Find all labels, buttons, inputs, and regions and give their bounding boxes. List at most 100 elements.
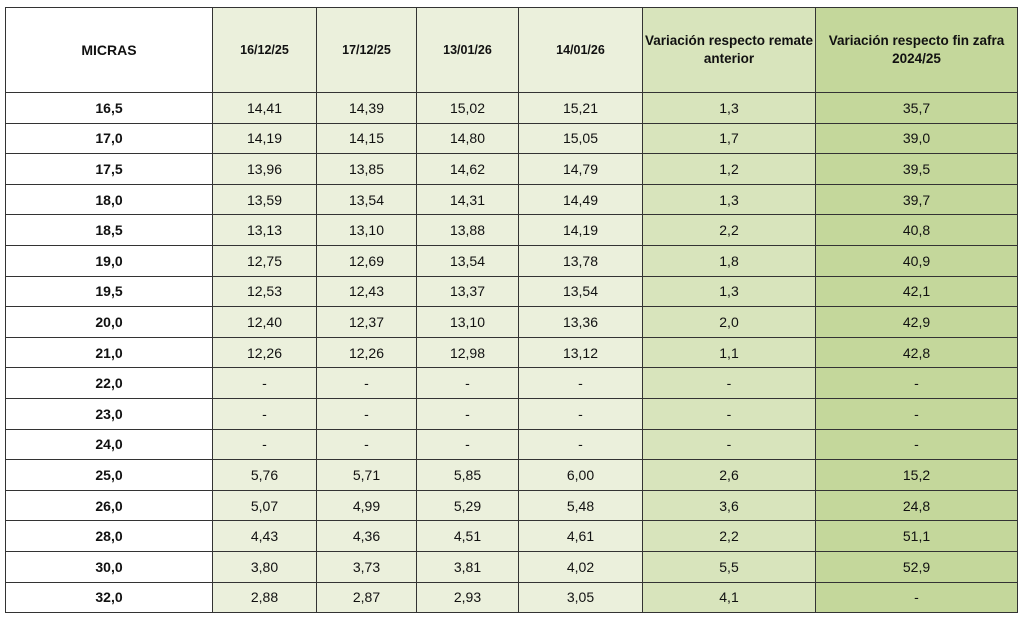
variation-season-cell: - (815, 367, 1018, 399)
date-1-cell: 5,07 (212, 489, 317, 522)
table-row: 28,0 4,43 4,36 4,51 4,61 2,2 51,1 (5, 520, 1018, 552)
date-3-cell: - (416, 428, 519, 461)
date-3-cell: 14,80 (416, 122, 519, 155)
table-row: 18,5 13,13 13,10 13,88 14,19 2,2 40,8 (5, 214, 1018, 246)
table-row: 25,0 5,76 5,71 5,85 6,00 2,6 15,2 (5, 459, 1018, 491)
table-row: 21,0 12,26 12,26 12,98 13,12 1,1 42,8 (5, 336, 1018, 369)
date-1-cell: 14,19 (212, 122, 317, 155)
date-1-cell: 13,96 (212, 153, 317, 185)
date-4-cell: 13,36 (518, 306, 643, 338)
variation-season-cell: 35,7 (815, 92, 1018, 124)
variation-previous-cell: 3,6 (642, 489, 816, 522)
date-4-cell: 13,78 (518, 244, 643, 277)
header-micras: MICRAS (5, 7, 213, 93)
date-3-cell: 13,37 (416, 275, 519, 308)
date-2-cell: 12,26 (316, 336, 417, 369)
variation-season-cell: 42,1 (815, 275, 1018, 308)
date-1-cell: - (212, 397, 317, 430)
table-row: 19,0 12,75 12,69 13,54 13,78 1,8 40,9 (5, 244, 1018, 277)
date-2-cell: 13,85 (316, 153, 417, 185)
variation-previous-cell: 2,2 (642, 214, 816, 246)
table-row: 30,0 3,80 3,73 3,81 4,02 5,5 52,9 (5, 550, 1018, 583)
date-4-cell: 6,00 (518, 459, 643, 491)
date-3-cell: 14,62 (416, 153, 519, 185)
variation-previous-cell: 1,2 (642, 153, 816, 185)
variation-previous-cell: 1,3 (642, 183, 816, 216)
variation-previous-cell: 5,5 (642, 550, 816, 583)
header-date-1: 16/12/25 (212, 7, 317, 93)
variation-previous-cell: 2,0 (642, 306, 816, 338)
variation-previous-cell: 2,2 (642, 520, 816, 552)
date-2-cell: - (316, 397, 417, 430)
variation-previous-cell: - (642, 367, 816, 399)
micras-cell: 18,0 (5, 183, 213, 216)
date-4-cell: 13,12 (518, 336, 643, 369)
micras-cell: 22,0 (5, 367, 213, 399)
variation-season-cell: 42,8 (815, 336, 1018, 369)
variation-previous-cell: 1,7 (642, 122, 816, 155)
date-2-cell: 5,71 (316, 459, 417, 491)
date-2-cell: 13,10 (316, 214, 417, 246)
table-row: 26,0 5,07 4,99 5,29 5,48 3,6 24,8 (5, 489, 1018, 522)
micras-cell: 32,0 (5, 581, 213, 614)
date-1-cell: 13,13 (212, 214, 317, 246)
date-2-cell: 3,73 (316, 550, 417, 583)
variation-previous-cell: 4,1 (642, 581, 816, 614)
date-1-cell: 5,76 (212, 459, 317, 491)
date-4-cell: 5,48 (518, 489, 643, 522)
variation-season-cell: 24,8 (815, 489, 1018, 522)
variation-season-cell: 15,2 (815, 459, 1018, 491)
table-row: 19,5 12,53 12,43 13,37 13,54 1,3 42,1 (5, 275, 1018, 308)
variation-season-cell: 40,9 (815, 244, 1018, 277)
micras-cell: 18,5 (5, 214, 213, 246)
date-4-cell: - (518, 428, 643, 461)
variation-season-cell: - (815, 428, 1018, 461)
micras-cell: 19,5 (5, 275, 213, 308)
date-2-cell: 12,69 (316, 244, 417, 277)
date-4-cell: 4,02 (518, 550, 643, 583)
date-2-cell: - (316, 428, 417, 461)
table-row: 17,0 14,19 14,15 14,80 15,05 1,7 39,0 (5, 122, 1018, 155)
date-2-cell: 14,39 (316, 92, 417, 124)
micras-cell: 24,0 (5, 428, 213, 461)
table-row: 20,0 12,40 12,37 13,10 13,36 2,0 42,9 (5, 306, 1018, 338)
date-3-cell: 14,31 (416, 183, 519, 216)
variation-season-cell: 42,9 (815, 306, 1018, 338)
date-2-cell: 4,99 (316, 489, 417, 522)
variation-season-cell: 39,7 (815, 183, 1018, 216)
micras-cell: 17,5 (5, 153, 213, 185)
header-variation-previous: Variación respecto remate anterior (642, 7, 816, 93)
variation-previous-cell: 2,6 (642, 459, 816, 491)
date-2-cell: 4,36 (316, 520, 417, 552)
date-1-cell: 12,40 (212, 306, 317, 338)
variation-previous-cell: 1,1 (642, 336, 816, 369)
variation-season-cell: 40,8 (815, 214, 1018, 246)
variation-previous-cell: 1,3 (642, 275, 816, 308)
micras-cell: 17,0 (5, 122, 213, 155)
date-3-cell: 3,81 (416, 550, 519, 583)
date-3-cell: 13,88 (416, 214, 519, 246)
date-2-cell: 13,54 (316, 183, 417, 216)
date-1-cell: 12,75 (212, 244, 317, 277)
variation-previous-cell: 1,8 (642, 244, 816, 277)
date-3-cell: 13,54 (416, 244, 519, 277)
table-row: 32,0 2,88 2,87 2,93 3,05 4,1- (5, 581, 1018, 614)
date-1-cell: 12,26 (212, 336, 317, 369)
date-4-cell: - (518, 367, 643, 399)
date-3-cell: 15,02 (416, 92, 519, 124)
variation-season-cell: 39,5 (815, 153, 1018, 185)
table-row: 18,0 13,59 13,54 14,31 14,49 1,3 39,7 (5, 183, 1018, 216)
date-1-cell: 13,59 (212, 183, 317, 216)
date-1-cell: 2,88 (212, 581, 317, 614)
micras-cell: 26,0 (5, 489, 213, 522)
header-date-3: 13/01/26 (416, 7, 519, 93)
micras-cell: 21,0 (5, 336, 213, 369)
micras-cell: 30,0 (5, 550, 213, 583)
header-row: MICRAS 16/12/25 17/12/25 13/01/26 14/01/… (5, 7, 1018, 93)
variation-previous-cell: - (642, 428, 816, 461)
date-4-cell: - (518, 397, 643, 430)
micras-price-table: MICRAS 16/12/25 17/12/25 13/01/26 14/01/… (5, 7, 1018, 614)
date-4-cell: 15,21 (518, 92, 643, 124)
variation-season-cell: 51,1 (815, 520, 1018, 552)
date-4-cell: 14,49 (518, 183, 643, 216)
